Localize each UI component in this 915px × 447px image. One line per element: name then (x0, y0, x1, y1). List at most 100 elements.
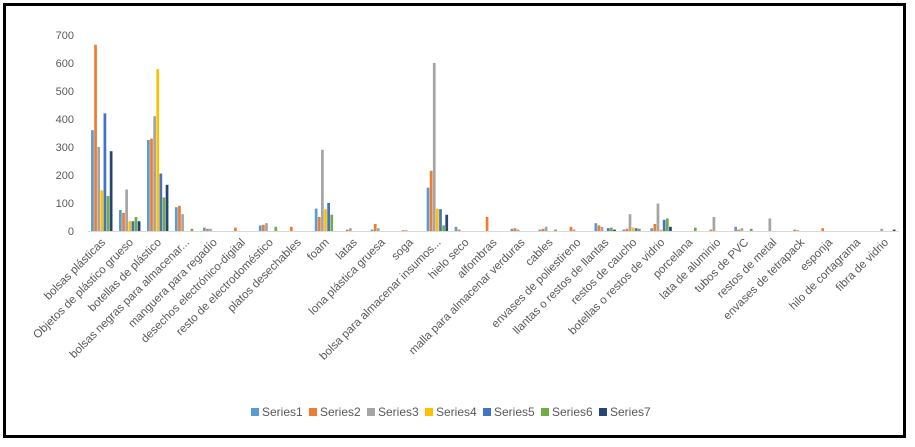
bar (669, 226, 672, 231)
series-5 (103, 113, 666, 231)
y-tick-label: 0 (68, 226, 74, 238)
bar (97, 147, 101, 231)
bar (569, 226, 573, 231)
bar (190, 228, 194, 231)
bar (516, 229, 520, 231)
y-tick-label: 400 (56, 114, 74, 126)
bar (439, 209, 442, 231)
bar (206, 228, 209, 231)
bar (749, 228, 753, 231)
bar (793, 229, 797, 231)
series-6 (106, 196, 753, 231)
series-2 (94, 44, 825, 231)
series-7 (109, 151, 896, 231)
bar (610, 227, 613, 231)
bar (345, 229, 349, 231)
bar (426, 187, 430, 231)
bar (622, 229, 626, 231)
series-1 (91, 130, 737, 231)
bar (209, 228, 212, 231)
y-axis: 0 100 200 300 400 500 600 700 (56, 30, 74, 238)
bar (349, 228, 352, 231)
bar (317, 217, 321, 231)
bar (631, 227, 635, 231)
bar (662, 219, 666, 231)
bar-chart: 0 100 200 300 400 500 600 700 bolsas plásticasO… (31, 30, 899, 419)
bar (147, 140, 150, 231)
bar (181, 214, 184, 231)
bar (174, 207, 178, 231)
bar (327, 203, 330, 231)
y-tick-label: 600 (56, 58, 74, 70)
bar (457, 229, 461, 231)
bar (513, 228, 517, 231)
bar (768, 218, 772, 231)
bar (91, 130, 94, 231)
bar (119, 210, 122, 231)
legend: Series1 Series2 Series3 Series4 Series5 Serie… (251, 405, 651, 419)
y-tick-label: 500 (56, 86, 74, 98)
bar (554, 229, 557, 231)
bar (261, 224, 265, 231)
bar (544, 226, 548, 231)
legend-entry-label: Series1 (262, 405, 303, 419)
bar (796, 230, 800, 231)
legend-swatch (425, 408, 433, 416)
bar (485, 217, 489, 231)
bar (100, 190, 104, 231)
bar (165, 184, 169, 231)
bar (234, 227, 237, 231)
bar (370, 229, 374, 231)
legend-swatch (599, 408, 607, 416)
bar (628, 214, 632, 231)
bar (125, 189, 128, 231)
bar (606, 228, 610, 231)
bar-series-group (91, 44, 896, 231)
legend-swatch (367, 408, 375, 416)
bar (314, 208, 318, 231)
bar (436, 208, 439, 231)
series-3 (97, 63, 884, 231)
bar (289, 226, 293, 231)
legend-swatch (541, 408, 549, 416)
legend-entry-label: Series5 (494, 405, 535, 419)
bar (638, 228, 641, 231)
bar (665, 218, 669, 231)
bar (445, 214, 449, 231)
bar (510, 228, 514, 231)
bar (653, 224, 657, 231)
bar (880, 228, 884, 231)
bar (156, 69, 160, 231)
bar (94, 44, 97, 231)
chart-frame: 0 100 200 300 400 500 600 700 bolsas plásticas O… (3, 3, 906, 438)
bar (258, 225, 262, 231)
bar (137, 221, 141, 231)
y-tick-label: 100 (56, 198, 74, 210)
bar (330, 214, 334, 231)
series-4 (100, 69, 663, 231)
bar (404, 230, 408, 231)
bar (324, 209, 327, 231)
bar (150, 138, 153, 231)
bar (656, 203, 660, 231)
bar (712, 217, 716, 231)
bar (159, 173, 163, 231)
bar (432, 63, 436, 231)
bar (734, 226, 737, 231)
bar (128, 221, 132, 231)
bar (401, 230, 405, 231)
legend-entry-label: Series6 (552, 405, 593, 419)
legend-entry-label: Series4 (436, 405, 477, 419)
legend-entry-label: Series7 (610, 405, 651, 419)
bar (109, 151, 113, 231)
bar (693, 227, 697, 231)
bar (153, 116, 156, 231)
bar (134, 217, 138, 231)
bar (541, 228, 545, 231)
bar (737, 229, 741, 231)
bar (709, 229, 713, 231)
bar (659, 229, 663, 231)
bar (600, 226, 604, 231)
x-category-label: latas (334, 236, 360, 262)
